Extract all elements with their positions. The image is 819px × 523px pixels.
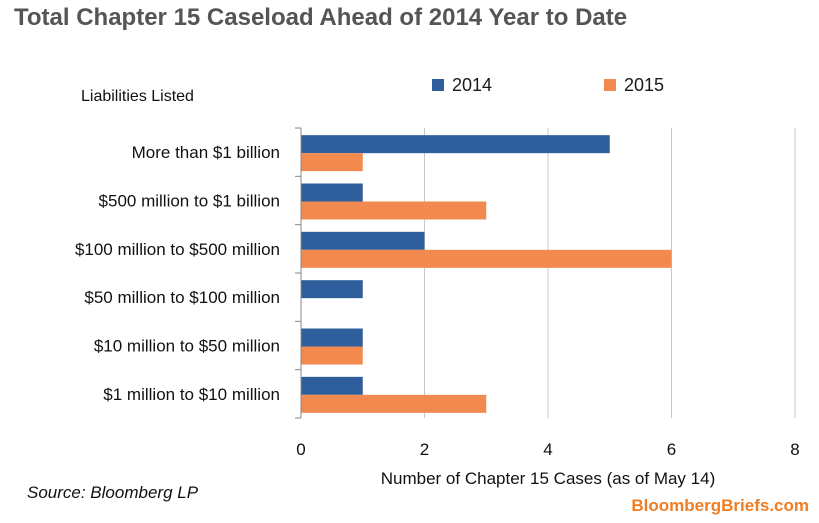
- brand-watermark: BloombergBriefs.com: [631, 496, 809, 515]
- bar-2014: [301, 231, 425, 250]
- bar-2015: [301, 249, 672, 268]
- legend-item-2015: 2015: [604, 74, 664, 96]
- category-label: $10 million to $50 million: [94, 337, 280, 356]
- category-label: More than $1 billion: [132, 143, 280, 162]
- bar-2014: [301, 376, 363, 395]
- category-axis-header: Liabilities Listed: [81, 88, 194, 105]
- chart-title: Total Chapter 15 Caseload Ahead of 2014 …: [14, 4, 628, 31]
- x-tick-label: 4: [543, 440, 552, 459]
- bar-2014: [301, 280, 363, 299]
- bar-2015: [301, 153, 363, 172]
- legend-label-2015: 2015: [624, 74, 665, 95]
- x-tick-label: 8: [790, 440, 799, 459]
- category-label: $50 million to $100 million: [84, 288, 280, 307]
- category-label: $1 million to $10 million: [103, 385, 280, 404]
- x-axis-title: Number of Chapter 15 Cases (as of May 14…: [381, 469, 715, 488]
- bar-2015: [301, 394, 487, 413]
- category-label: $500 million to $1 billion: [99, 192, 280, 211]
- bar-2014: [301, 135, 610, 154]
- legend-item-2014: 2014: [432, 74, 492, 96]
- category-label: $100 million to $500 million: [75, 240, 280, 259]
- bar-2015: [301, 346, 363, 365]
- legend-swatch-2015: [604, 79, 616, 91]
- bar-2014: [301, 328, 363, 347]
- legend-label-2014: 2014: [452, 74, 493, 95]
- bar-2014: [301, 183, 363, 202]
- x-tick-label: 2: [420, 440, 429, 459]
- bar-2015: [301, 201, 487, 220]
- source-note: Source: Bloomberg LP: [27, 483, 199, 502]
- x-tick-label: 6: [667, 440, 676, 459]
- legend-swatch-2014: [432, 79, 444, 91]
- x-tick-label: 0: [296, 440, 305, 459]
